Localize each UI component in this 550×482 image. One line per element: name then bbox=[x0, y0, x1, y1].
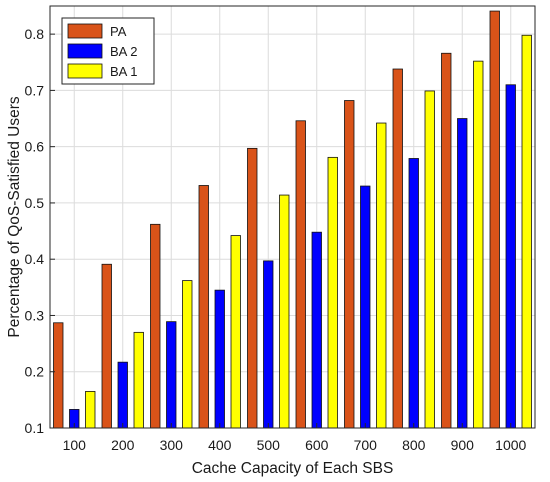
legend-swatch-ba-2 bbox=[67, 43, 103, 59]
bar-ba-1-200 bbox=[133, 331, 144, 429]
bar-ba-2-500 bbox=[263, 260, 274, 429]
bar-ba-1-300 bbox=[182, 280, 193, 429]
bar-ba-1-100 bbox=[85, 391, 96, 429]
x-tick-label: 700 bbox=[354, 437, 378, 453]
bar-pa-400 bbox=[198, 185, 209, 429]
y-tick-label: 0.5 bbox=[25, 195, 45, 211]
x-tick-label: 100 bbox=[63, 437, 87, 453]
x-tick-label: 1000 bbox=[495, 437, 526, 453]
bar-pa-800 bbox=[392, 68, 403, 429]
bar-ba-2-400 bbox=[214, 289, 225, 429]
bar-ba-1-700 bbox=[376, 122, 387, 429]
legend-label: PA bbox=[110, 24, 127, 39]
legend-label: BA 2 bbox=[110, 44, 137, 59]
x-tick-label: 300 bbox=[160, 437, 184, 453]
bar-ba-1-1000 bbox=[521, 34, 532, 429]
legend-swatch-ba-1 bbox=[67, 63, 103, 79]
bar-ba-1-400 bbox=[230, 235, 241, 429]
bar-pa-500 bbox=[247, 147, 258, 429]
x-axis-title: Cache Capacity of Each SBS bbox=[192, 460, 394, 477]
bar-ba-2-1000 bbox=[505, 84, 516, 429]
bar-ba-2-900 bbox=[457, 118, 468, 429]
legend-swatch-pa bbox=[67, 23, 103, 39]
bar-pa-1000 bbox=[489, 10, 500, 429]
bar-ba-2-300 bbox=[166, 321, 177, 429]
y-tick-label: 0.6 bbox=[25, 139, 45, 155]
y-tick-label: 0.8 bbox=[25, 26, 45, 42]
y-tick-label: 0.7 bbox=[25, 82, 45, 98]
bar-pa-600 bbox=[295, 120, 306, 429]
x-tick-label: 200 bbox=[111, 437, 135, 453]
x-tick-label: 900 bbox=[451, 437, 475, 453]
bar-pa-900 bbox=[441, 52, 452, 429]
plot-frame bbox=[49, 5, 536, 429]
bar-pa-700 bbox=[344, 100, 355, 429]
bar-pa-100 bbox=[53, 322, 64, 429]
y-tick-label: 0.1 bbox=[25, 420, 45, 436]
x-tick-label: 600 bbox=[305, 437, 329, 453]
x-tick-label: 400 bbox=[208, 437, 232, 453]
bar-pa-200 bbox=[101, 263, 112, 429]
bar-ba-2-600 bbox=[311, 231, 322, 429]
bar-ba-2-800 bbox=[408, 158, 419, 429]
x-tick-label: 500 bbox=[257, 437, 281, 453]
legend-label: BA 1 bbox=[110, 64, 137, 79]
bar-ba-2-700 bbox=[360, 185, 371, 429]
bar-ba-1-500 bbox=[279, 194, 290, 429]
bar-ba-2-200 bbox=[117, 361, 128, 429]
y-tick-label: 0.2 bbox=[25, 364, 45, 380]
bar-ba-1-800 bbox=[424, 90, 435, 429]
y-tick-label: 0.4 bbox=[25, 251, 45, 267]
bar-ba-1-900 bbox=[473, 60, 484, 429]
axis-ticks: 0.1 0.2 0.3 0.4 0.5 0.6 0.7 0.8 100 200 300 400 500 6… bbox=[25, 26, 527, 453]
y-axis-title: Percentage of QoS-Satisfied Users bbox=[6, 96, 23, 337]
bar-ba-1-600 bbox=[327, 156, 338, 429]
bar-pa-300 bbox=[150, 223, 161, 429]
x-tick-label: 800 bbox=[402, 437, 426, 453]
legend: PA BA 2 BA 1 bbox=[61, 17, 155, 85]
y-tick-label: 0.3 bbox=[25, 307, 45, 323]
